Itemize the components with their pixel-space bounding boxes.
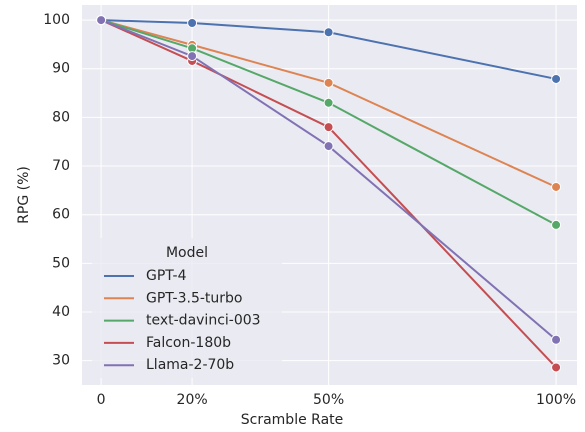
y-tick-label: 30 — [52, 353, 70, 369]
point — [323, 77, 334, 88]
x-tick-label: 50% — [313, 392, 344, 408]
series-line — [101, 19, 557, 80]
point — [323, 122, 334, 133]
legend-title: Model — [166, 245, 208, 261]
y-tick-label: 80 — [52, 109, 70, 125]
point — [551, 181, 562, 192]
point — [551, 73, 562, 84]
y-tick-label: 60 — [52, 207, 70, 223]
legend-label: GPT-3.5-turbo — [146, 290, 243, 306]
series-line — [100, 19, 557, 369]
x-tick-label: 20% — [177, 392, 208, 408]
y-axis-label: RPG (%) — [16, 166, 32, 224]
x-tick-label: 100% — [536, 392, 576, 408]
point — [551, 334, 562, 345]
point — [187, 51, 198, 62]
legend-label: Falcon-180b — [146, 335, 231, 351]
y-tick-label: 50 — [52, 255, 70, 271]
series-line — [100, 19, 557, 341]
point — [187, 18, 198, 29]
y-tick-label: 100 — [43, 12, 70, 28]
series-line — [100, 19, 557, 226]
point — [323, 27, 334, 38]
legend: Model GPT-4 GPT-3.5-turbo text-davinci-003 F… — [92, 238, 282, 378]
x-axis-label: Scramble Rate — [241, 412, 344, 428]
legend-label: Llama-2-70b — [146, 357, 234, 373]
point — [323, 97, 334, 108]
y-tick-label: 90 — [52, 61, 70, 77]
y-tick-label: 70 — [52, 158, 70, 174]
legend-box — [92, 238, 282, 378]
y-tick-label: 40 — [52, 304, 70, 320]
x-tick-label: 0 — [97, 392, 106, 408]
point — [551, 362, 562, 373]
point — [551, 219, 562, 230]
series-line — [100, 19, 557, 188]
point — [323, 141, 334, 152]
point — [96, 15, 107, 26]
legend-label: text-davinci-003 — [146, 313, 261, 329]
legend-label: GPT-4 — [146, 268, 187, 284]
